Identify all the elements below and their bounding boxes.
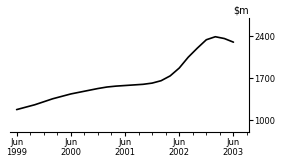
Text: $m: $m <box>233 6 249 16</box>
